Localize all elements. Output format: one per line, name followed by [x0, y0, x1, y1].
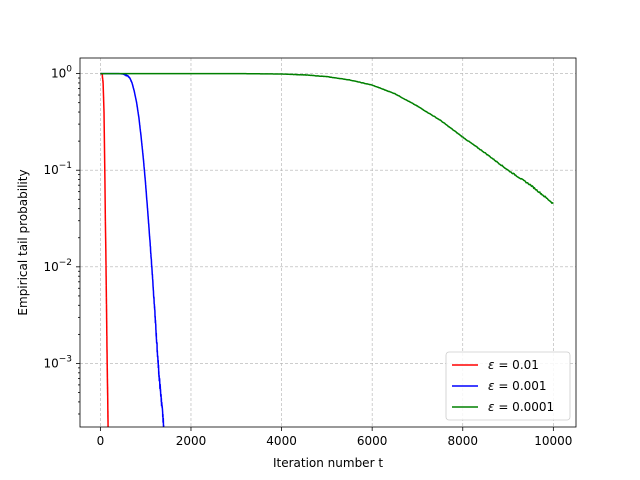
series-line-2: [100, 72, 554, 205]
x-axis-label: Iteration number t: [273, 456, 383, 470]
y-tick-label: 100: [51, 65, 72, 81]
plot-lines: [100, 72, 554, 427]
x-tick-label: 8000: [447, 434, 478, 448]
x-tick-label: 2000: [176, 434, 207, 448]
x-tick-label: 10000: [534, 434, 572, 448]
x-tick-label: 6000: [357, 434, 388, 448]
y-tick-label: 10−1: [43, 161, 72, 177]
legend-label-2: ε = 0.0001: [488, 400, 554, 414]
x-tick-label: 4000: [266, 434, 297, 448]
axes-frame: [79, 57, 577, 428]
legend-label-0: ε = 0.01: [488, 358, 539, 372]
legend-label-1: ε = 0.001: [488, 379, 547, 393]
y-tick-label: 10−2: [43, 258, 72, 274]
axis-ticks: 0 2000 4000 6000 8000 10000 10−3 10−2 10−1 100: [43, 65, 572, 448]
x-tick-label: 0: [97, 434, 105, 448]
legend-box: [445, 351, 571, 421]
y-axis-label: Empirical tail probability: [16, 169, 30, 315]
y-tick-label: 10−3: [43, 354, 72, 370]
legend: ε = 0.01 ε = 0.001 ε = 0.0001: [445, 351, 571, 421]
